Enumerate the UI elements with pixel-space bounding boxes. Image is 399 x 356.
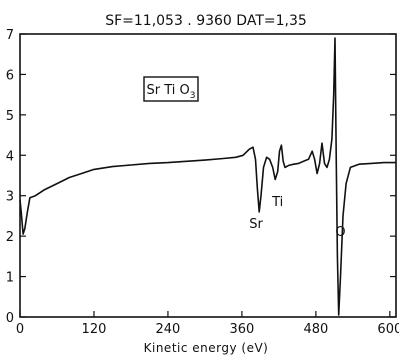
series-line [19, 37, 396, 316]
peak-label: O [335, 225, 345, 240]
x-tick-label: 480 [303, 322, 328, 337]
x-tick-label: 240 [156, 322, 181, 337]
peak-label: Sr [249, 217, 263, 232]
y-tick-label: 2 [6, 230, 14, 245]
y-tick-label: 6 [6, 68, 14, 83]
chart-title: SF=11,053 . 9360 DAT=1,35 [105, 13, 307, 29]
compound-label: Sr Ti O3 [147, 83, 196, 101]
peak-label: Ti [271, 195, 283, 210]
x-tick-label: 120 [82, 322, 107, 337]
x-tick-label: 600 [377, 322, 399, 337]
y-axis-ticks: 0 1 2 3 4 5 6 7 [6, 28, 396, 326]
y-tick-label: 1 [6, 271, 14, 286]
y-tick-label: 4 [6, 149, 14, 164]
x-tick-label: 360 [229, 322, 254, 337]
y-tick-label: 0 [6, 311, 14, 326]
y-tick-label: 3 [6, 190, 14, 205]
y-tick-label: 5 [6, 109, 14, 124]
subscript-3: 3 [190, 91, 196, 101]
x-axis-ticks: 0 120 240 360 480 600 [16, 311, 399, 337]
x-axis-label: Kinetic energy (eV) [144, 341, 269, 355]
plot-frame [19, 33, 397, 318]
x-tick-label: 0 [16, 322, 24, 337]
compound-label-box [143, 76, 199, 102]
peak-annotations: Sr Ti O [249, 195, 345, 240]
y-tick-label: 7 [6, 28, 14, 43]
